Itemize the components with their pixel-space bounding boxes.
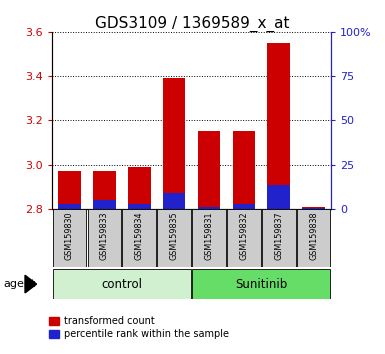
Bar	[58, 171, 81, 209]
Text: GSM159833: GSM159833	[100, 212, 109, 260]
Bar	[262, 209, 296, 267]
Bar	[58, 205, 81, 209]
Bar	[302, 208, 325, 209]
Bar	[297, 209, 330, 267]
Text: control: control	[101, 278, 142, 291]
Bar	[227, 209, 261, 267]
Text: GSM159830: GSM159830	[65, 212, 74, 260]
Bar	[157, 209, 191, 267]
Bar	[93, 200, 116, 209]
Bar	[53, 209, 86, 267]
Legend: transformed count, percentile rank within the sample: transformed count, percentile rank withi…	[49, 316, 229, 339]
Text: GSM159838: GSM159838	[309, 212, 318, 260]
Text: agent: agent	[4, 279, 36, 289]
Text: GSM159837: GSM159837	[274, 212, 283, 261]
Text: GDS3109 / 1369589_x_at: GDS3109 / 1369589_x_at	[95, 16, 290, 32]
Bar	[198, 131, 220, 209]
Text: GSM159835: GSM159835	[169, 212, 179, 261]
Bar	[128, 205, 151, 209]
Bar	[122, 209, 156, 267]
Bar	[192, 269, 330, 299]
Bar	[268, 184, 290, 209]
Text: Sunitinib: Sunitinib	[235, 278, 288, 291]
Bar	[93, 171, 116, 209]
Text: GSM159834: GSM159834	[135, 212, 144, 260]
Bar	[128, 167, 151, 209]
Bar	[233, 205, 255, 209]
Bar	[87, 209, 121, 267]
Bar	[198, 207, 220, 209]
Bar	[192, 209, 226, 267]
Bar	[233, 131, 255, 209]
Bar	[53, 269, 191, 299]
Bar	[163, 193, 186, 209]
Bar	[302, 207, 325, 209]
Bar	[163, 78, 186, 209]
Bar	[268, 43, 290, 209]
Text: GSM159831: GSM159831	[204, 212, 214, 260]
Text: GSM159832: GSM159832	[239, 212, 248, 261]
